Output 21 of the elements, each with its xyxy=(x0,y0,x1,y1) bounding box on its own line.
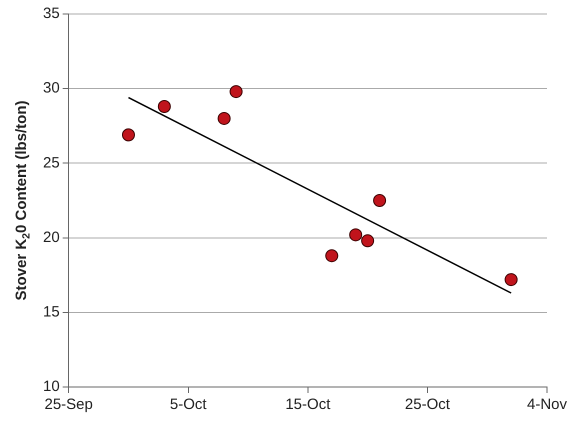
point xyxy=(230,85,243,98)
point xyxy=(361,234,374,248)
y-tick-label: 30 xyxy=(42,80,60,97)
point xyxy=(373,194,386,207)
y-tick-label: 25 xyxy=(42,154,60,172)
y-axis-title: Stover K20 Content (lbs/ton) xyxy=(13,100,32,300)
point xyxy=(349,228,362,242)
y-tick-label: 10 xyxy=(42,378,60,396)
point xyxy=(122,128,135,142)
y-tick-label: 35 xyxy=(42,5,60,22)
point xyxy=(158,100,171,114)
x-tick-label: 4-Nov xyxy=(526,396,568,414)
point xyxy=(325,249,338,262)
point xyxy=(504,273,518,286)
x-tick-label: 25-Oct xyxy=(404,396,451,414)
point xyxy=(218,112,231,125)
x-tick-label: 15-Oct xyxy=(285,396,332,414)
x-tick-label: 25-Sep xyxy=(44,396,93,414)
y-tick-label: 15 xyxy=(42,304,60,321)
x-tick-label: 5-Oct xyxy=(170,396,208,414)
y-tick-label: 20 xyxy=(42,228,60,246)
